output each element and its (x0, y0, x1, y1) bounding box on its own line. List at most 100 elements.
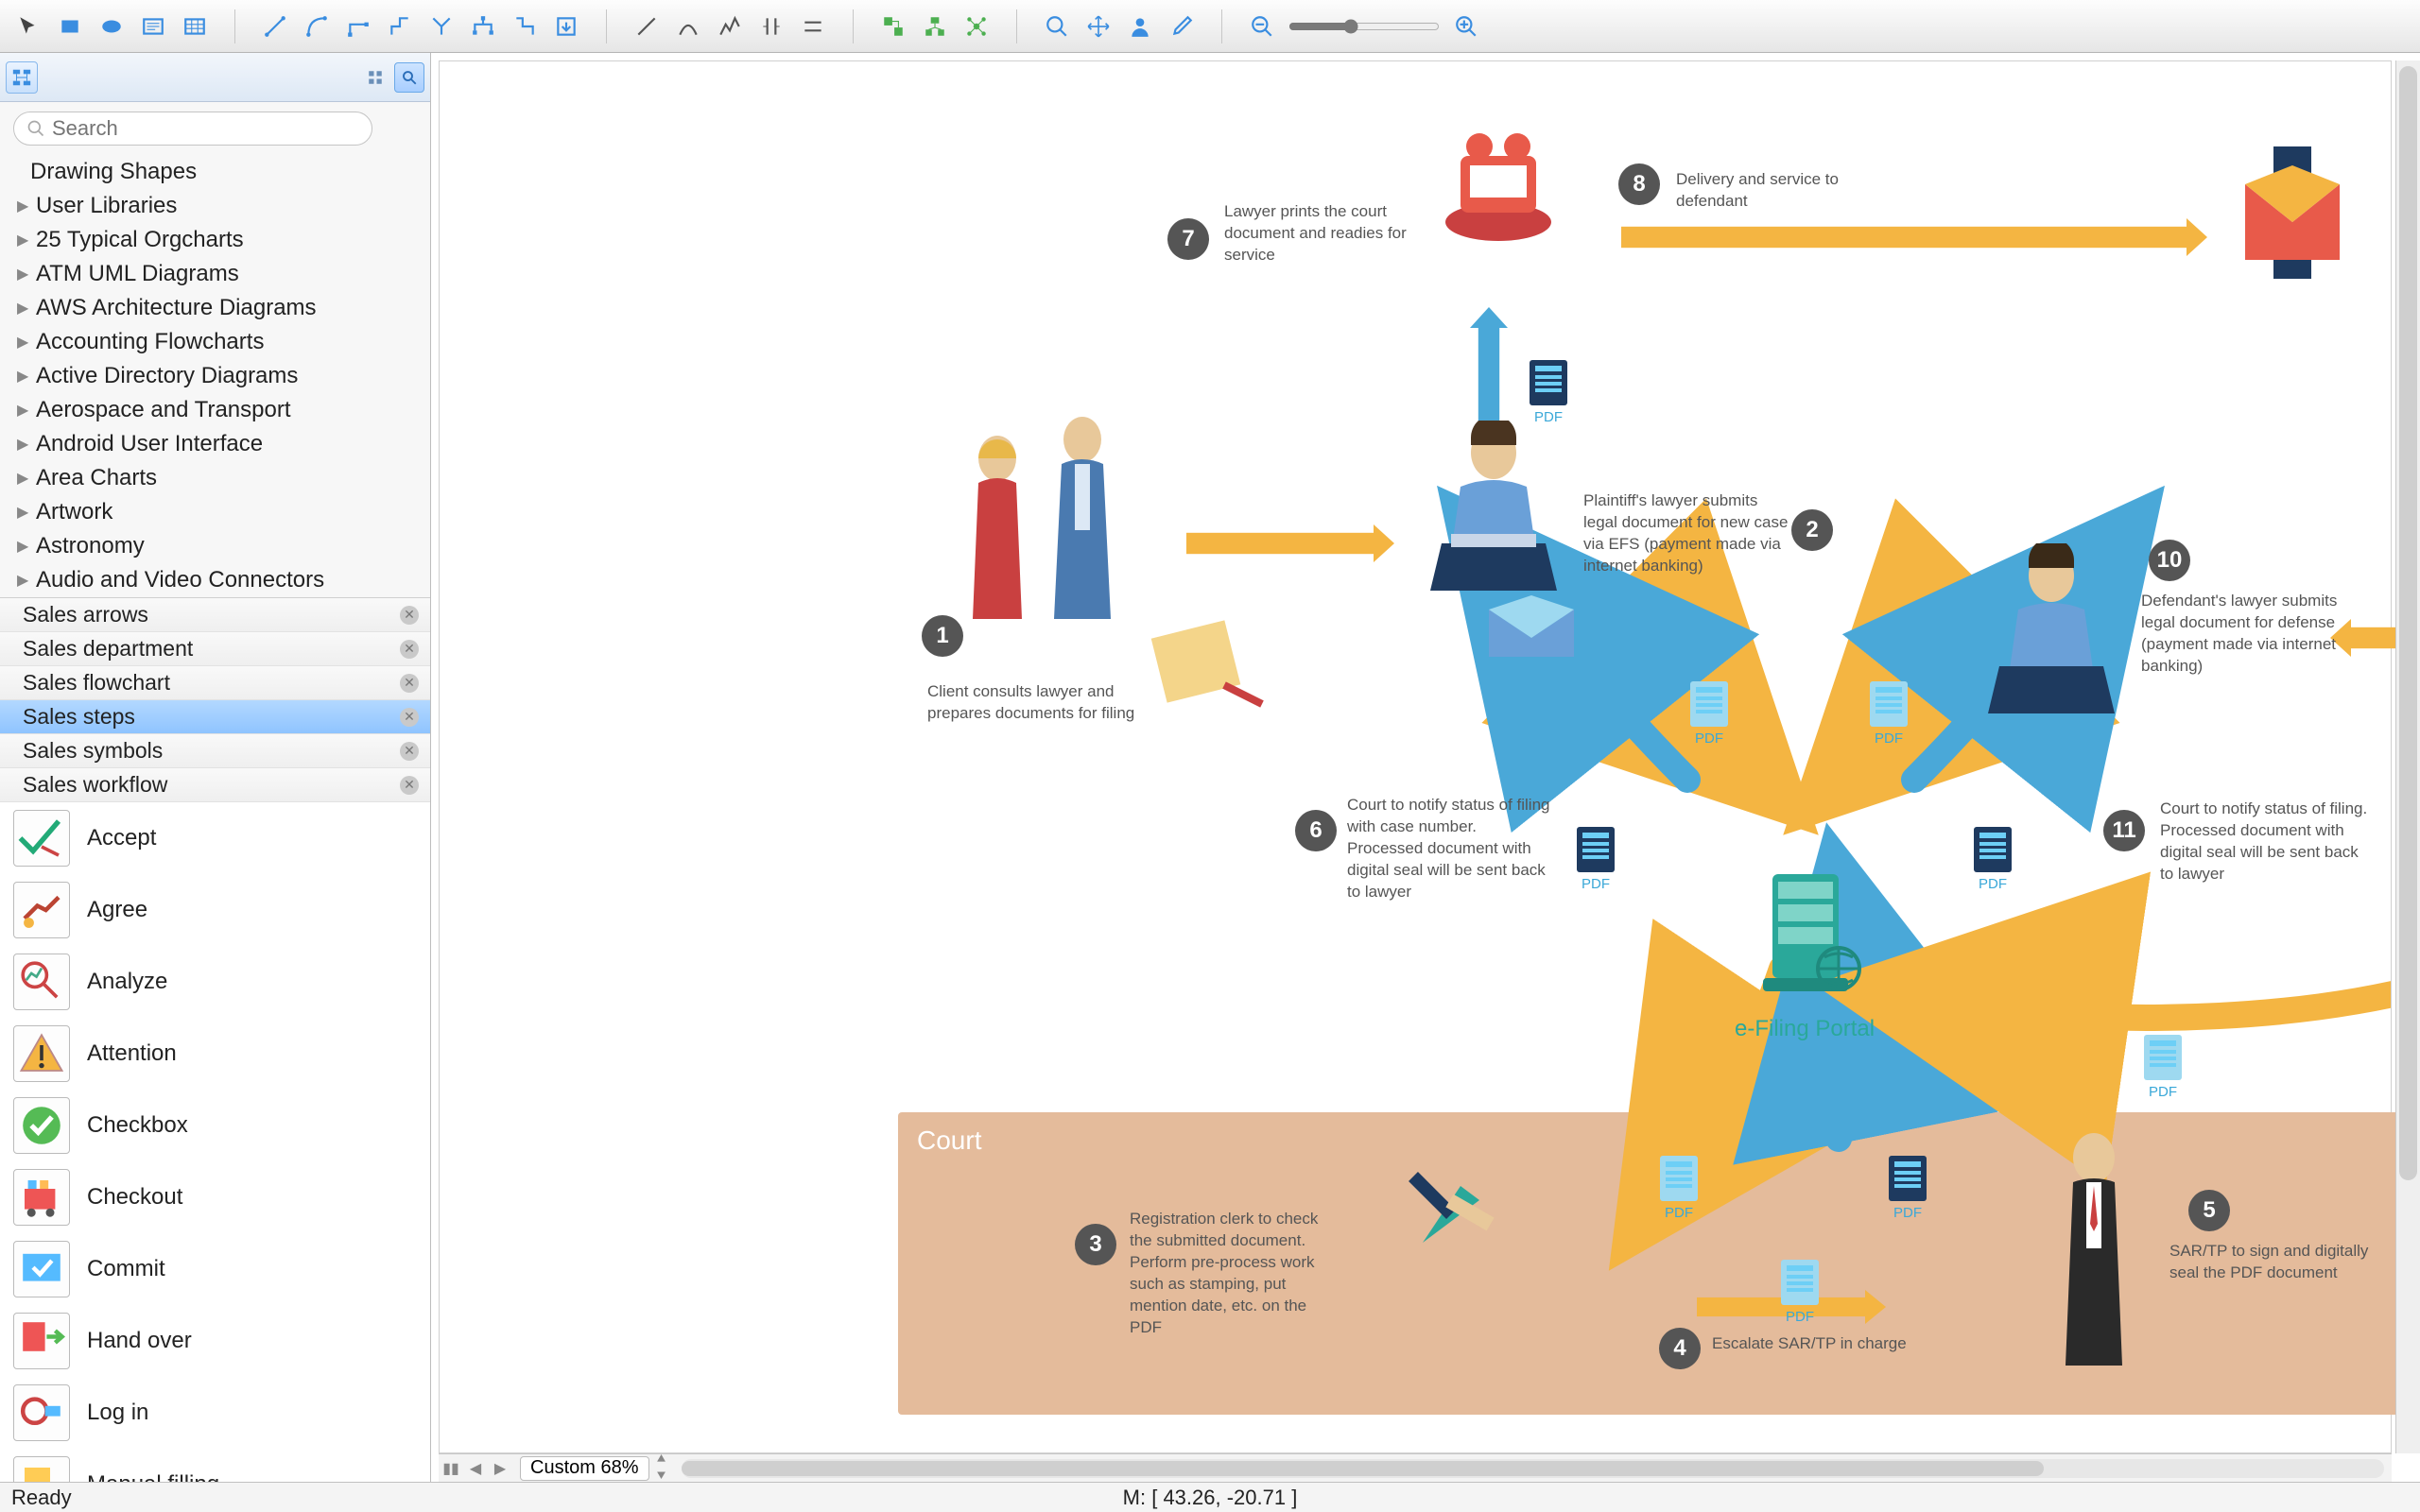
pause-button[interactable]: ▮▮ (439, 1456, 463, 1481)
close-icon[interactable]: ✕ (400, 776, 419, 795)
arc-button[interactable] (669, 8, 707, 45)
auto-layout-2-button[interactable] (916, 8, 954, 45)
library-tree-item[interactable]: ▶User Libraries (0, 189, 430, 223)
flow-arrow (1621, 218, 2207, 261)
library-tree-item[interactable]: Drawing Shapes (0, 155, 430, 189)
polyline-button[interactable] (711, 8, 749, 45)
export-button[interactable] (547, 8, 585, 45)
efiling-portal-icon (1744, 865, 1867, 1011)
close-icon[interactable]: ✕ (400, 742, 419, 761)
connector-curve-button[interactable] (298, 8, 336, 45)
auto-layout-3-button[interactable] (958, 8, 995, 45)
library-tree-item[interactable]: ▶ATM UML Diagrams (0, 257, 430, 291)
library-tree-item[interactable]: ▶Artwork (0, 495, 430, 529)
shape-item[interactable]: Accept (0, 802, 430, 874)
zoom-fit-icon (1045, 14, 1069, 39)
connector-branch-button[interactable] (423, 8, 460, 45)
auto-layout-1-button[interactable] (874, 8, 912, 45)
shape-item[interactable]: Commit (0, 1233, 430, 1305)
connector-tree-button[interactable] (464, 8, 502, 45)
vert-split-button[interactable] (752, 8, 790, 45)
grid-view-button[interactable] (360, 62, 390, 93)
shape-item[interactable]: Attention (0, 1018, 430, 1090)
eyedropper-button[interactable] (1163, 8, 1201, 45)
open-library-tab[interactable]: Sales workflow✕ (0, 768, 430, 802)
library-tree-item[interactable]: ▶Active Directory Diagrams (0, 359, 430, 393)
shape-item[interactable]: Agree (0, 874, 430, 946)
close-icon[interactable]: ✕ (400, 606, 419, 625)
library-tree-item[interactable]: ▶Astronomy (0, 529, 430, 563)
line-button[interactable] (628, 8, 666, 45)
pdf-document-icon: PDF (1657, 1156, 1701, 1221)
separator (1221, 9, 1222, 43)
shape-item[interactable]: Hand over (0, 1305, 430, 1377)
shape-item[interactable]: Manual filling (0, 1449, 430, 1482)
shape-item[interactable]: Checkout (0, 1161, 430, 1233)
library-tree-item[interactable]: ▶Accounting Flowcharts (0, 325, 430, 359)
prev-page-button[interactable]: ◀ (463, 1456, 488, 1481)
close-icon[interactable]: ✕ (400, 640, 419, 659)
open-library-tab[interactable]: Sales symbols✕ (0, 734, 430, 768)
open-library-tab[interactable]: Sales arrows✕ (0, 598, 430, 632)
library-tree-item[interactable]: ▶Area Charts (0, 461, 430, 495)
zoom-in-button[interactable] (1447, 8, 1485, 45)
library-tree-item[interactable]: ▶Audio and Video Connectors (0, 563, 430, 597)
diagram-canvas[interactable]: Court e-Filing Portal 1Client consults l… (439, 60, 2392, 1453)
horizontal-scrollbar[interactable] (682, 1459, 2385, 1478)
eyedropper-icon (1169, 14, 1194, 39)
vertical-scrollbar[interactable] (2395, 60, 2420, 1453)
zoom-readout[interactable]: Custom 68% (520, 1456, 649, 1481)
shape-item[interactable]: Log in (0, 1377, 430, 1449)
connector-step-button[interactable] (381, 8, 419, 45)
zoom-controls (1243, 8, 1485, 45)
horiz-split-button[interactable] (794, 8, 832, 45)
tree-view-toggle[interactable] (6, 61, 38, 94)
table-button[interactable] (176, 8, 214, 45)
step-number: 8 (1618, 163, 1660, 205)
open-library-tab[interactable]: Sales steps✕ (0, 700, 430, 734)
step-description: Client consults lawyer and prepares docu… (927, 681, 1135, 725)
step-description: Defendant's lawyer submits legal documen… (2141, 591, 2349, 678)
text-block-button[interactable] (134, 8, 172, 45)
connector-route-icon (512, 14, 537, 39)
rect-icon (58, 14, 82, 39)
text-block-icon (141, 14, 165, 39)
library-tree-item[interactable]: ▶Aerospace and Transport (0, 393, 430, 427)
connector-straight-button[interactable] (256, 8, 294, 45)
shape-list[interactable]: AcceptAgreeAnalyzeAttentionCheckboxCheck… (0, 802, 430, 1482)
library-tree-item[interactable]: ▶25 Typical Orgcharts (0, 223, 430, 257)
zoom-out-button[interactable] (1243, 8, 1281, 45)
shape-item[interactable]: Analyze (0, 946, 430, 1018)
user-button[interactable] (1121, 8, 1159, 45)
pdf-document-icon: PDF (1971, 827, 2014, 892)
open-library-tab[interactable]: Sales department✕ (0, 632, 430, 666)
ellipse-button[interactable] (93, 8, 130, 45)
pointer-button[interactable] (9, 8, 47, 45)
separator (606, 9, 607, 43)
pdf-document-icon: PDF (1687, 681, 1731, 747)
login-thumb-icon (13, 1384, 70, 1441)
rect-button[interactable] (51, 8, 89, 45)
manual-thumb-icon (13, 1456, 70, 1482)
library-tree[interactable]: Drawing Shapes▶User Libraries▶25 Typical… (0, 155, 430, 597)
checkbox-thumb-icon (13, 1097, 70, 1154)
zoom-stepper[interactable]: ⯅⯆ (649, 1456, 674, 1481)
next-page-button[interactable]: ▶ (488, 1456, 512, 1481)
library-tree-item[interactable]: ▶AWS Architecture Diagrams (0, 291, 430, 325)
zoom-slider[interactable] (1288, 19, 1440, 34)
connector-ortho-button[interactable] (339, 8, 377, 45)
zoom-fit-button[interactable] (1038, 8, 1076, 45)
open-library-tab[interactable]: Sales flowchart✕ (0, 666, 430, 700)
pan-button[interactable] (1080, 8, 1117, 45)
close-icon[interactable]: ✕ (400, 708, 419, 727)
library-tree-item[interactable]: ▶Android User Interface (0, 427, 430, 461)
status-left: Ready (11, 1486, 72, 1510)
search-input[interactable] (13, 112, 372, 146)
accept-thumb-icon (13, 810, 70, 867)
diagram-actor-icon (1139, 610, 1271, 728)
connector-route-button[interactable] (506, 8, 544, 45)
shape-item[interactable]: Checkbox (0, 1090, 430, 1161)
search-view-button[interactable] (394, 62, 424, 93)
close-icon[interactable]: ✕ (400, 674, 419, 693)
pan-icon (1086, 14, 1111, 39)
